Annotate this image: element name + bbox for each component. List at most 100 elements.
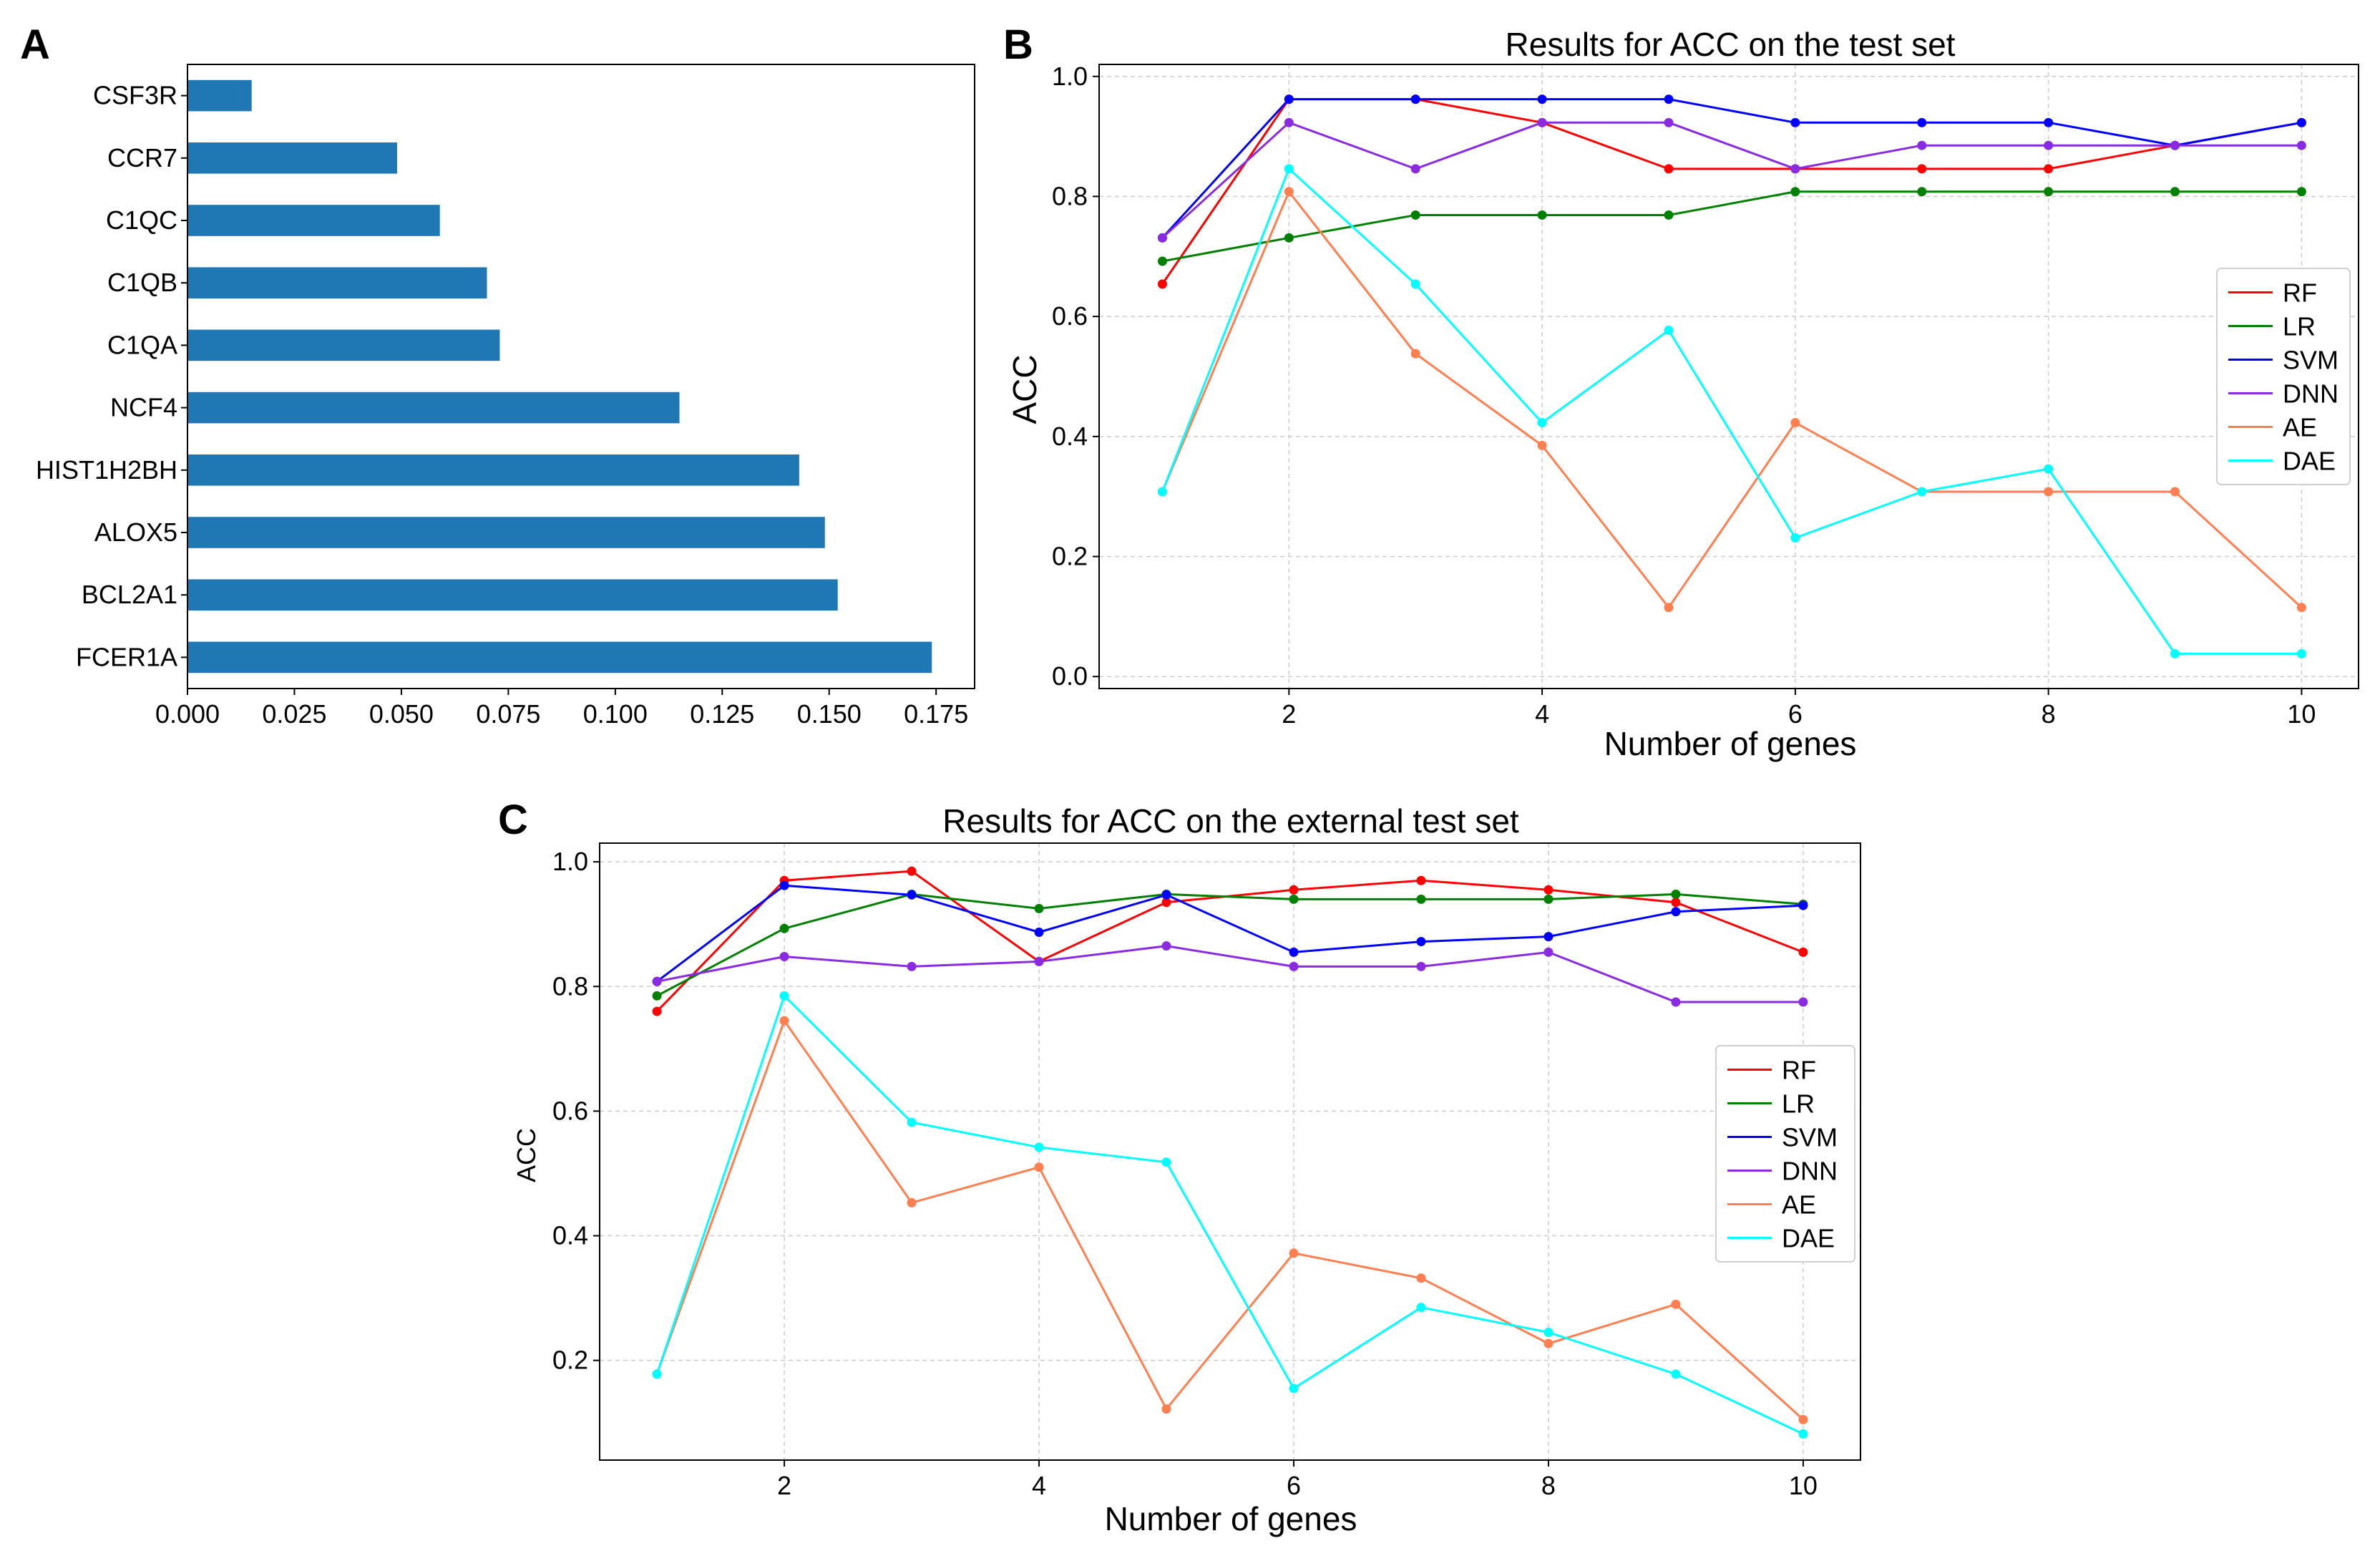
data-point-dae <box>1537 418 1547 428</box>
legend-label-lr: LR <box>2283 312 2316 341</box>
data-point-dae <box>1917 487 1927 497</box>
category-label: C1QA <box>107 330 177 359</box>
data-point-dnn <box>1289 961 1299 971</box>
legend-label-dae: DAE <box>2283 447 2336 476</box>
legend-label-ae: AE <box>1782 1190 1816 1220</box>
panel-c-title: Results for ACC on the external test set <box>942 802 1519 840</box>
data-point-ae <box>1289 1248 1299 1258</box>
panel-a-bar-chart: CSF3R CCR7 C1QC C1QB C1QA NCF4 HIST1H2BH ALOX5 B… <box>36 64 975 729</box>
series-line-rf <box>656 870 1804 1013</box>
data-point-lr <box>779 923 789 933</box>
y-tick-label: 1.0 <box>1052 62 1088 91</box>
data-point-dnn <box>1034 956 1044 966</box>
panel-letter-b: B <box>1003 21 1033 68</box>
panel-letter-c: C <box>498 797 528 843</box>
bar-bcl2a1 <box>187 579 838 611</box>
panel-c-series <box>652 866 1808 1439</box>
x-tick-label: 10 <box>1789 1471 1818 1500</box>
data-point-rf <box>1161 898 1171 908</box>
data-point-dnn <box>907 961 917 971</box>
category-label: FCER1A <box>76 642 177 671</box>
data-point-svm <box>2044 117 2054 127</box>
data-point-dae <box>1664 325 1674 335</box>
y-tick-label: 0.4 <box>1052 422 1088 451</box>
category-label: BCL2A1 <box>82 580 177 609</box>
data-point-rf <box>1289 885 1299 895</box>
series-lr <box>1157 187 2306 266</box>
panel-a-x-ticks: 0.000 0.025 0.050 0.075 0.100 0.125 0.150 0.175 <box>155 689 968 729</box>
data-point-lr <box>2044 187 2054 197</box>
bar-hist1h2bh <box>187 454 799 486</box>
data-point-dnn <box>2170 140 2180 150</box>
data-point-lr <box>1790 187 1800 197</box>
data-point-lr <box>1543 894 1554 904</box>
series-dnn <box>1157 117 2306 243</box>
data-point-dnn <box>1671 997 1681 1007</box>
y-tick-label: 0.8 <box>552 971 588 1001</box>
x-tick-label: 0.075 <box>476 699 540 729</box>
data-point-lr <box>1664 210 1674 220</box>
legend-label-dnn: DNN <box>1782 1157 1838 1186</box>
category-label: HIST1H2BH <box>36 455 177 485</box>
panel-b-frame <box>1098 64 2359 689</box>
data-point-dae <box>2170 648 2180 658</box>
series-line-ae <box>655 1018 1804 1421</box>
data-point-dae <box>907 1117 917 1127</box>
data-point-lr <box>1284 233 1294 243</box>
series-line-svm <box>656 884 1803 983</box>
legend-label-ae: AE <box>2283 413 2317 442</box>
category-label: CCR7 <box>107 143 177 172</box>
data-point-lr <box>1289 894 1299 904</box>
data-point-rf <box>1664 164 1674 174</box>
data-point-rf <box>1543 885 1554 895</box>
series-ae <box>1157 187 2306 613</box>
panel-b-title: Results for ACC on the test set <box>1506 26 1956 63</box>
bar-ncf4 <box>187 392 680 424</box>
y-tick-label: 1.0 <box>552 847 588 876</box>
x-tick-label: 2 <box>777 1471 791 1500</box>
data-point-lr <box>1917 187 1927 197</box>
panel-b-ticks: 2 4 6 8 10 0.0 0.2 0.4 0.6 0.8 1.0 <box>1052 62 2316 729</box>
data-point-rf <box>1917 164 1927 174</box>
bar-c1qb <box>187 267 487 298</box>
data-point-ae <box>1543 1338 1554 1348</box>
legend-label-rf: RF <box>1782 1056 1816 1085</box>
x-tick-label: 8 <box>1541 1471 1556 1500</box>
data-point-svm <box>1798 900 1808 910</box>
series-line-dae <box>1161 167 2302 655</box>
data-point-dnn <box>2044 140 2054 150</box>
panel-c-ticks: 2 4 6 8 10 0.2 0.4 0.6 0.8 1.0 <box>552 847 1818 1500</box>
data-point-dae <box>1543 1328 1554 1338</box>
data-point-ae <box>907 1197 917 1207</box>
panel-b-line-chart: Results for ACC on the test set 2 4 6 8 10 0.… <box>1006 26 2359 762</box>
bar-c1qa <box>187 329 500 361</box>
data-point-dnn <box>652 976 662 986</box>
data-point-svm <box>779 880 789 890</box>
data-point-dnn <box>1416 961 1426 971</box>
data-point-svm <box>1671 907 1681 917</box>
panel-c-xlabel: Number of genes <box>1105 1500 1357 1537</box>
data-point-ae <box>1537 440 1547 450</box>
data-point-dae <box>652 1369 662 1379</box>
category-label: CSF3R <box>93 81 177 110</box>
data-point-svm <box>1917 117 1927 127</box>
data-point-dnn <box>2296 140 2306 150</box>
data-point-dae <box>1284 164 1294 174</box>
bar-fcer1a <box>187 641 932 674</box>
y-tick-label: 0.6 <box>552 1096 588 1125</box>
data-point-lr <box>1416 894 1426 904</box>
series-line-dae <box>655 993 1804 1435</box>
x-tick-label: 0.050 <box>369 699 434 729</box>
data-point-lr <box>652 991 662 1001</box>
y-tick-label: 0.6 <box>1052 301 1088 331</box>
bar-alox5 <box>187 517 825 548</box>
category-label: NCF4 <box>110 393 177 422</box>
data-point-dnn <box>1917 140 1927 150</box>
series-lr <box>652 889 1808 1001</box>
data-point-rf <box>652 1006 662 1016</box>
data-point-dnn <box>1543 947 1554 957</box>
panel-letter-a: A <box>20 21 50 68</box>
data-point-svm <box>1284 94 1294 104</box>
series-line-svm <box>1161 98 2302 239</box>
